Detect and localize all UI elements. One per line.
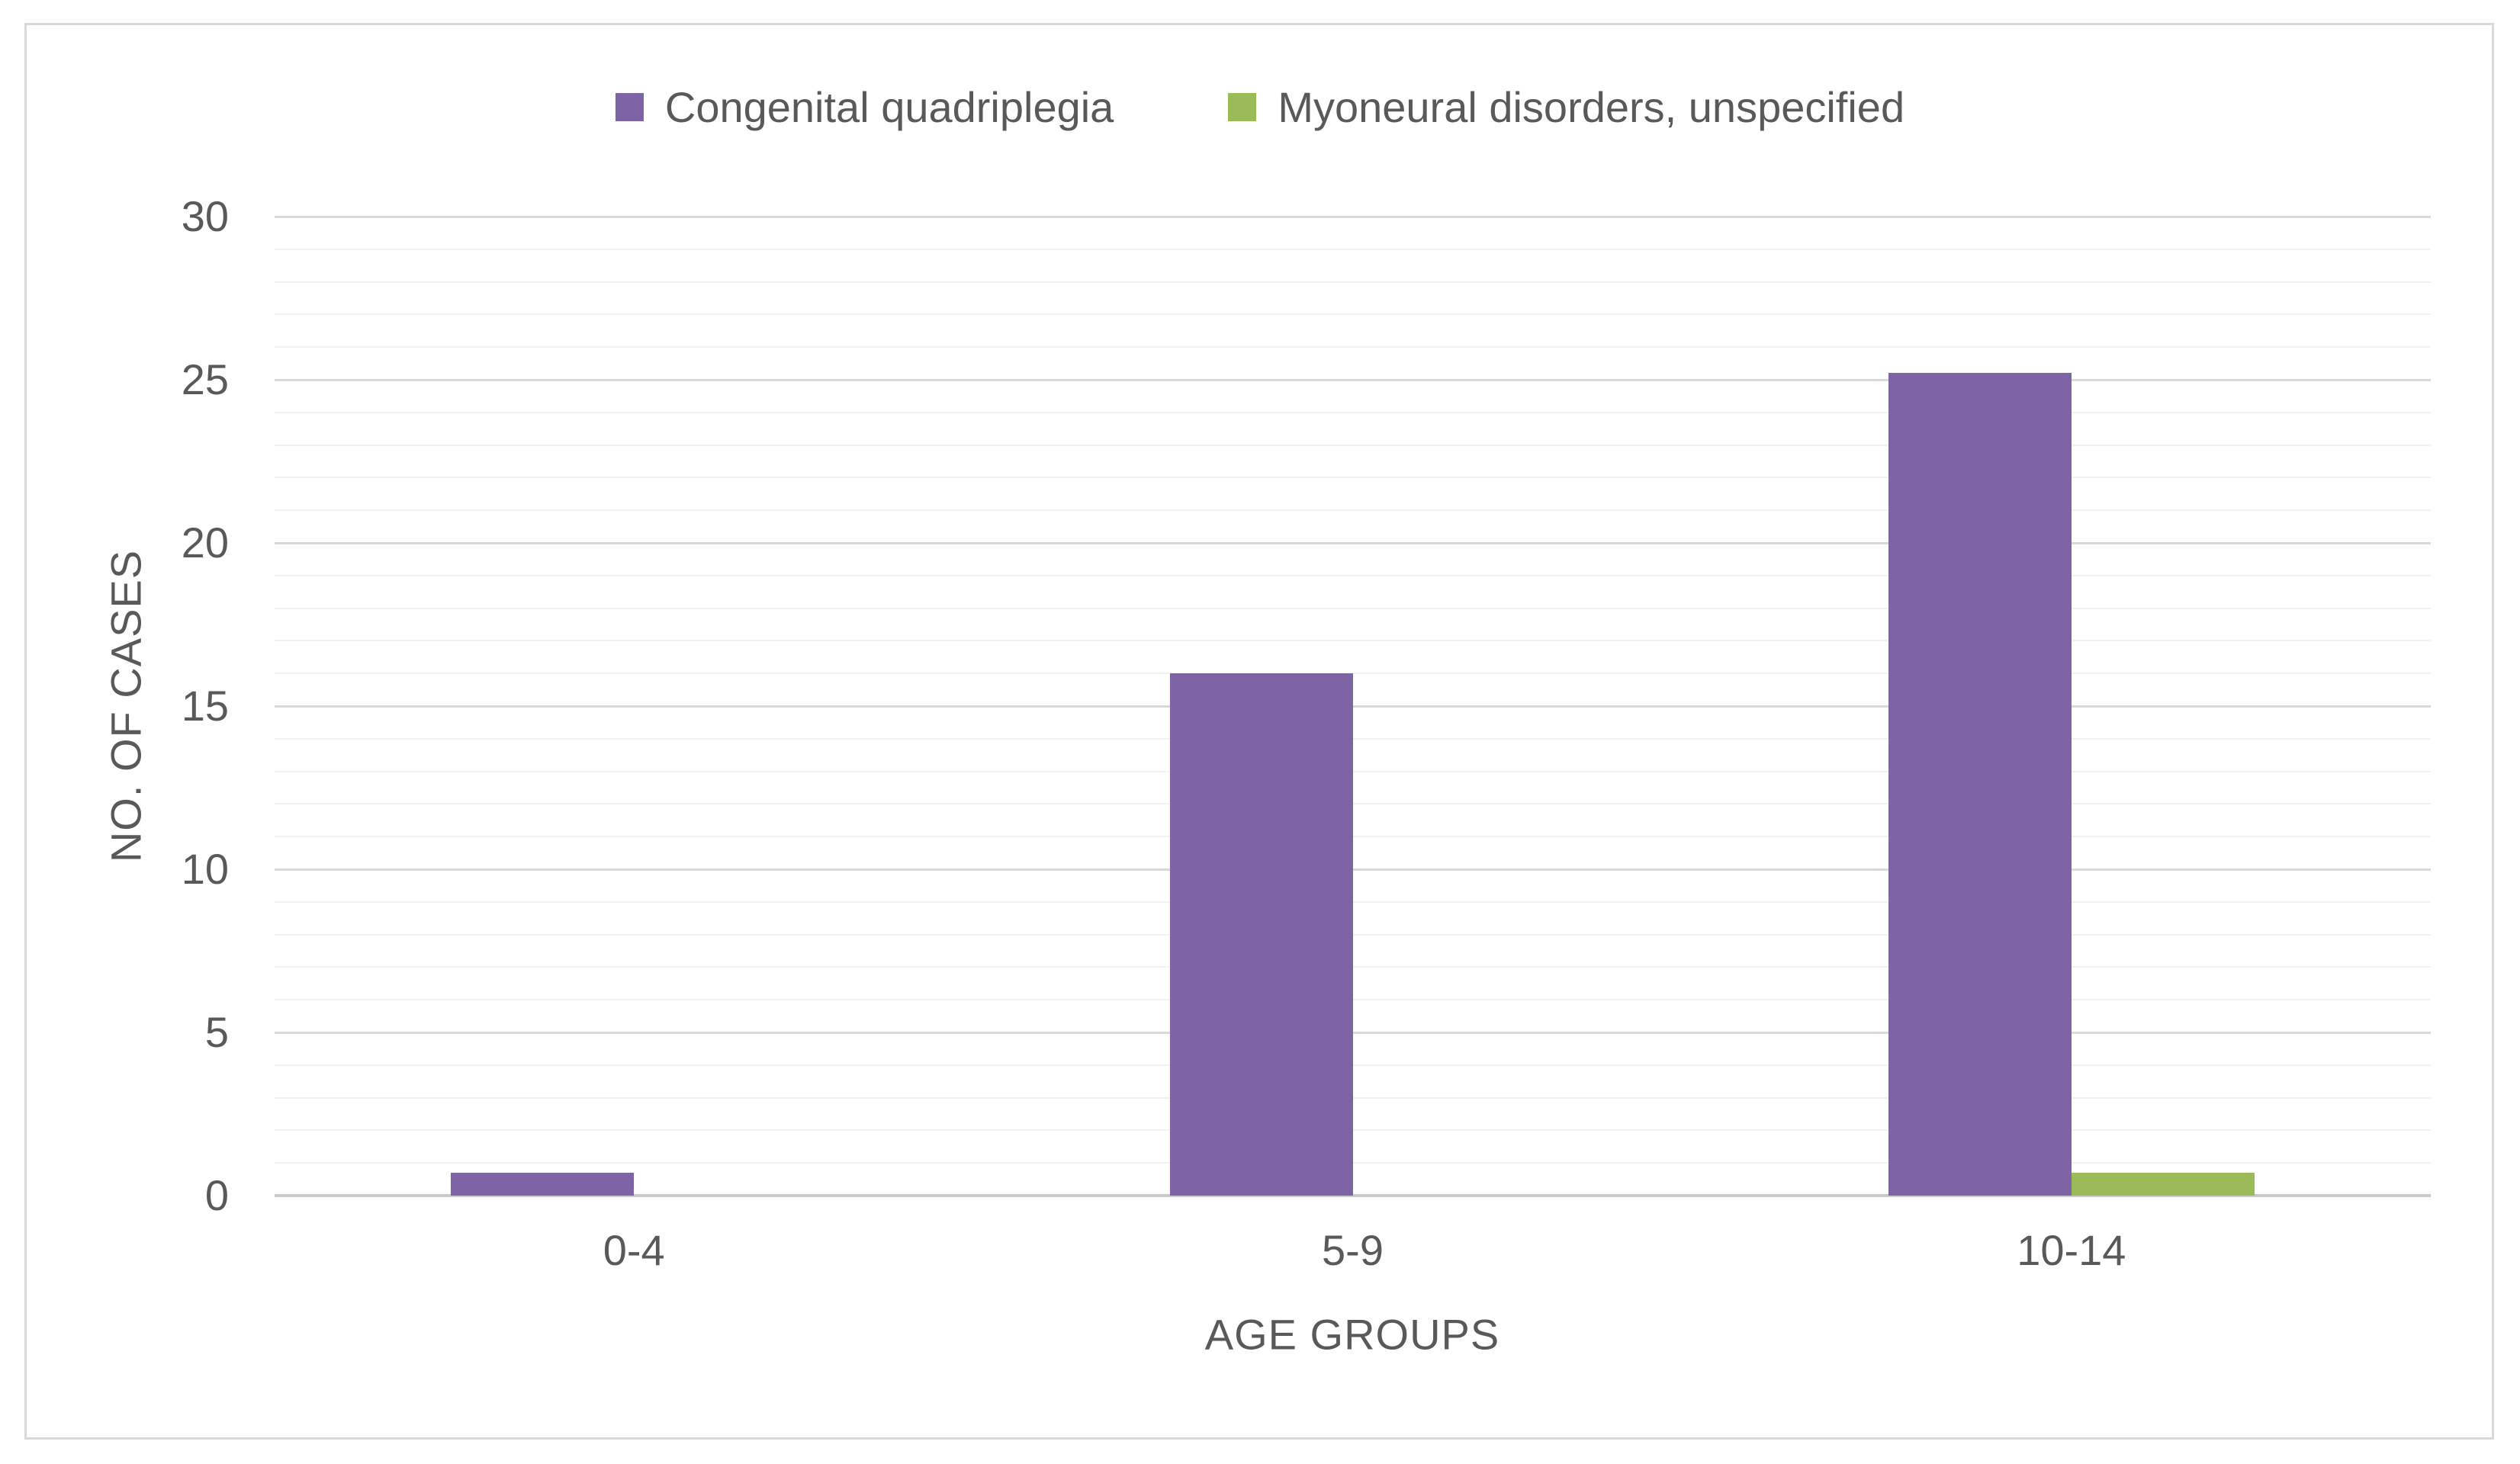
gridline-y-8 xyxy=(275,933,2431,936)
y-tick-label-30: 30 xyxy=(181,192,229,240)
x-axis-line xyxy=(275,1194,2431,1197)
x-axis-title: AGE GROUPS xyxy=(1204,1310,1500,1359)
bar-congenital-quadriplegia-5-9 xyxy=(1169,673,1353,1196)
gridline-y-3 xyxy=(275,1096,2431,1099)
legend-item-myoneural-disorders-unspecified: Myoneural disorders, unspecified xyxy=(1228,82,1904,132)
gridline-y-18 xyxy=(275,607,2431,609)
y-tick-label-20: 20 xyxy=(181,518,229,567)
bar-myoneural-disorders-unspecified-10-14 xyxy=(2071,1173,2255,1196)
y-tick-label-5: 5 xyxy=(204,1008,229,1056)
gridline-y-28 xyxy=(275,281,2431,283)
gridline-y-9 xyxy=(275,901,2431,903)
gridline-y-15 xyxy=(275,705,2431,708)
gridline-y-19 xyxy=(275,574,2431,576)
bar-congenital-quadriplegia-10-14 xyxy=(1888,373,2072,1196)
gridline-y-1 xyxy=(275,1162,2431,1164)
legend-item-congenital-quadriplegia: Congenital quadriplegia xyxy=(615,82,1114,132)
gridline-y-10 xyxy=(275,868,2431,871)
x-tick-label-5-9: 5-9 xyxy=(1322,1226,1384,1274)
gridline-y-17 xyxy=(275,640,2431,642)
legend-label-myoneural-disorders-unspecified: Myoneural disorders, unspecified xyxy=(1278,83,1905,131)
gridline-y-24 xyxy=(275,411,2431,413)
gridline-y-12 xyxy=(275,803,2431,805)
gridline-y-30 xyxy=(275,216,2431,218)
y-tick-label-10: 10 xyxy=(181,845,229,893)
legend-swatch-myoneural-disorders-unspecified xyxy=(1228,93,1257,121)
legend-label-congenital-quadriplegia: Congenital quadriplegia xyxy=(664,83,1114,131)
gridline-y-21 xyxy=(275,509,2431,512)
x-tick-label-0-4: 0-4 xyxy=(603,1226,665,1274)
gridline-y-2 xyxy=(275,1129,2431,1132)
bar-congenital-quadriplegia-0-4 xyxy=(451,1173,635,1196)
gridline-y-27 xyxy=(275,313,2431,316)
plot-area xyxy=(275,216,2431,1197)
gridline-y-29 xyxy=(275,248,2431,250)
gridline-y-7 xyxy=(275,966,2431,968)
legend-swatch-congenital-quadriplegia xyxy=(615,93,644,121)
gridline-y-23 xyxy=(275,444,2431,446)
gridline-y-5 xyxy=(275,1032,2431,1034)
y-tick-label-15: 15 xyxy=(181,682,229,730)
y-tick-label-25: 25 xyxy=(181,355,229,403)
y-axis-tick-labels: 0 5 10 15 20 25 30 xyxy=(0,195,229,1217)
gridline-y-13 xyxy=(275,770,2431,772)
gridline-y-20 xyxy=(275,542,2431,544)
gridline-y-4 xyxy=(275,1064,2431,1066)
y-tick-label-0: 0 xyxy=(204,1171,229,1219)
gridline-y-25 xyxy=(275,379,2431,381)
gridline-y-14 xyxy=(275,737,2431,740)
gridline-y-26 xyxy=(275,346,2431,348)
gridline-y-11 xyxy=(275,836,2431,838)
gridline-y-22 xyxy=(275,477,2431,479)
gridline-y-6 xyxy=(275,999,2431,1001)
chart-legend: Congenital quadriplegia Myoneural disorde… xyxy=(0,82,2520,132)
x-tick-label-10-14: 10-14 xyxy=(2017,1226,2126,1274)
x-axis-tick-labels: 0-4 5-9 10-14 xyxy=(275,1229,2431,1283)
gridline-y-16 xyxy=(275,673,2431,675)
